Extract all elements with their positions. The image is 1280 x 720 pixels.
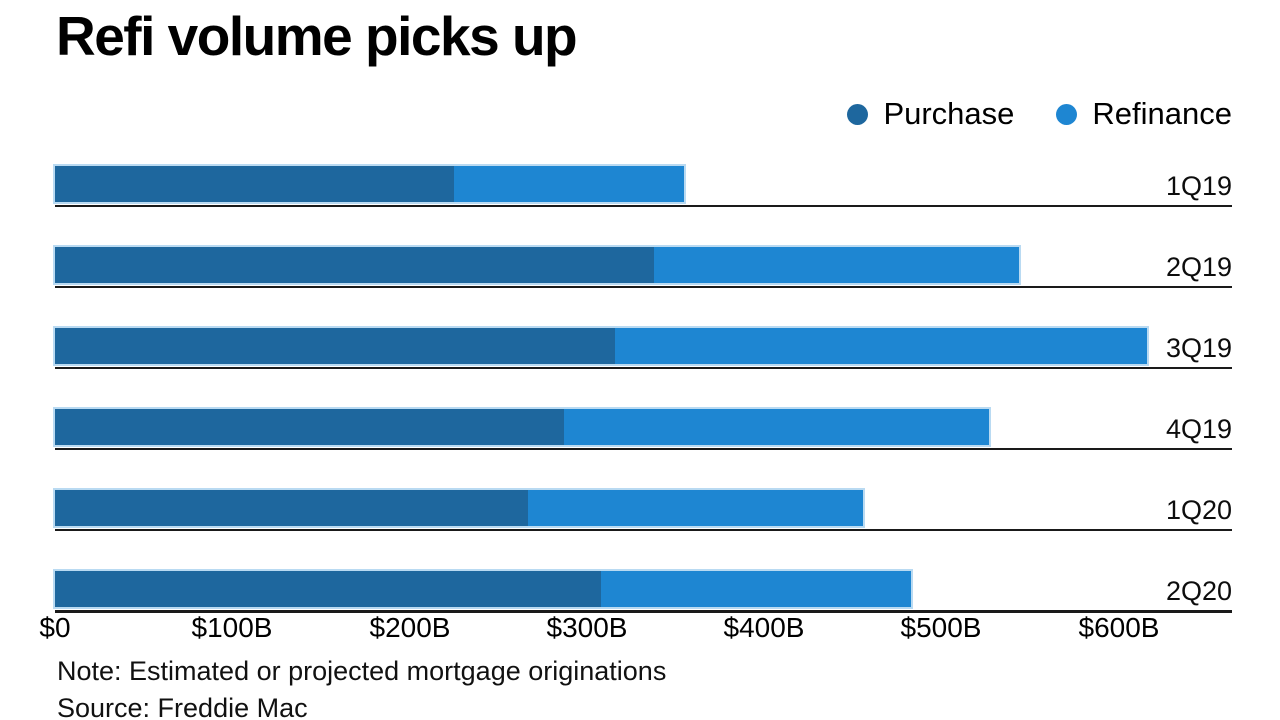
- row-baseline: [55, 205, 1232, 207]
- legend-item-refinance: Refinance: [1056, 96, 1232, 132]
- row-baseline: [55, 529, 1232, 531]
- bar-segment-purchase: [55, 328, 615, 364]
- category-label: 1Q19: [1165, 171, 1232, 201]
- row-baseline: [55, 286, 1232, 288]
- bar-segment-purchase: [55, 409, 564, 445]
- bar-segment-purchase: [55, 490, 528, 526]
- bar-segment-refinance: [601, 571, 911, 607]
- stacked-bar-1q20: [55, 490, 863, 526]
- stacked-bar-2q20: [55, 571, 911, 607]
- stacked-bar-2q19: [55, 247, 1019, 283]
- category-label: 2Q20: [1165, 576, 1232, 606]
- bar-segment-purchase: [55, 247, 654, 283]
- category-label: 3Q19: [1165, 333, 1232, 363]
- x-axis-line: [55, 610, 1232, 613]
- plot-area: 1Q19 2Q19 3Q19 4Q19 1Q20 2Q20 $0 $100B $200B $300…: [39, 0, 1232, 720]
- bar-segment-purchase: [55, 571, 601, 607]
- bar-segment-refinance: [528, 490, 863, 526]
- legend-label-purchase: Purchase: [883, 96, 1015, 131]
- note-text: Note: Estimated or projected mortgage or…: [57, 656, 667, 686]
- x-tick-label: $400B: [723, 612, 805, 643]
- category-label: 4Q19: [1165, 414, 1232, 444]
- row-baseline: [55, 448, 1232, 450]
- bar-segment-purchase: [55, 166, 454, 202]
- bar-segment-refinance: [654, 247, 1019, 283]
- x-tick-label: $0: [39, 612, 71, 643]
- legend-item-purchase: Purchase: [847, 96, 1014, 132]
- bar-segment-refinance: [454, 166, 684, 202]
- stacked-bar-1q19: [55, 166, 684, 202]
- legend-label-refinance: Refinance: [1092, 96, 1232, 131]
- x-tick-label: $500B: [900, 612, 982, 643]
- category-label: 2Q19: [1165, 252, 1232, 282]
- bar-segment-refinance: [564, 409, 989, 445]
- chart-title: Refi volume picks up: [56, 5, 578, 67]
- legend: Purchase Refinance: [847, 96, 1232, 132]
- stacked-bar-4q19: [55, 409, 989, 445]
- stacked-bar-3q19: [55, 328, 1147, 364]
- bar-segment-refinance: [615, 328, 1147, 364]
- row-baseline: [55, 367, 1232, 369]
- x-tick-label: $100B: [191, 612, 273, 643]
- category-label: 1Q20: [1165, 495, 1232, 525]
- refinance-dot-icon: [1056, 103, 1078, 125]
- x-tick-label: $200B: [369, 612, 451, 643]
- purchase-dot-icon: [847, 103, 869, 125]
- x-tick-label: $600B: [1078, 612, 1160, 643]
- x-tick-label: $300B: [546, 612, 628, 643]
- source-text: Source: Freddie Mac: [57, 693, 308, 720]
